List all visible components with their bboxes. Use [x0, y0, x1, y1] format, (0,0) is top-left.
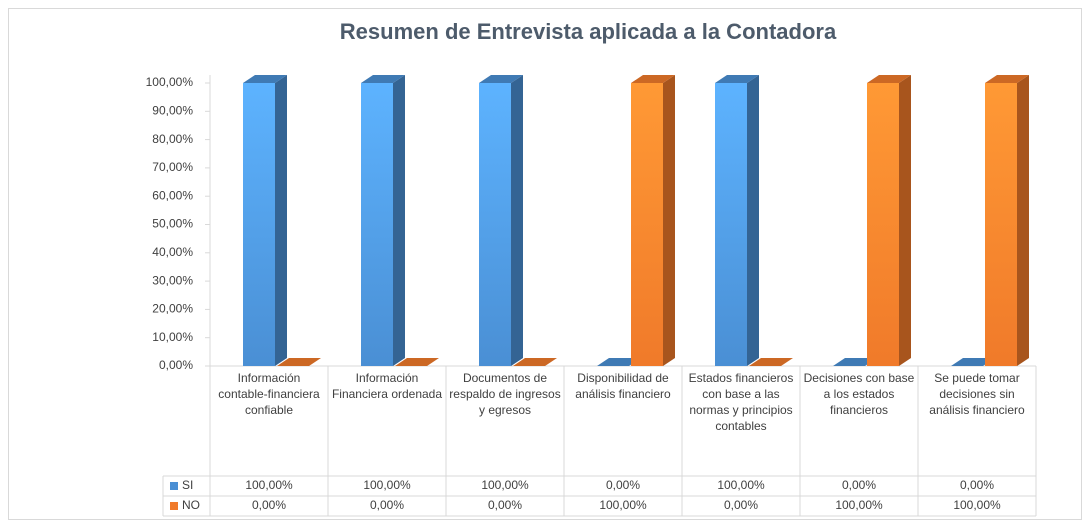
y-tick-label: 50,00%: [152, 217, 193, 231]
x-tick-label: Disponibilidad de análisis financiero: [575, 371, 671, 401]
bar-top: [833, 358, 877, 366]
x-tick-label: Documentos de respaldo de ingresos y egr…: [449, 371, 561, 417]
bar-top: [715, 75, 759, 83]
y-tick-label: 0,00%: [159, 358, 193, 372]
table-value: 100,00%: [363, 478, 411, 492]
bar-side: [275, 75, 287, 366]
table-value: 0,00%: [960, 478, 994, 492]
table-value: 100,00%: [599, 498, 647, 512]
legend-key: [170, 502, 178, 510]
bar: [243, 83, 275, 366]
x-tick-label: Se puede tomar decisiones sin análisis f…: [929, 371, 1025, 417]
y-tick-label: 10,00%: [152, 330, 193, 344]
bar-top: [985, 75, 1029, 83]
table-value: 100,00%: [481, 478, 529, 492]
y-tick-label: 20,00%: [152, 302, 193, 316]
table-value: 0,00%: [488, 498, 522, 512]
table-value: 0,00%: [606, 478, 640, 492]
bar-top: [277, 358, 321, 366]
bar-top: [361, 75, 405, 83]
table-value: 100,00%: [717, 478, 765, 492]
y-tick-label: 90,00%: [152, 103, 193, 117]
legend-label: NO: [182, 498, 200, 512]
chart-title: Resumen de Entrevista aplicada a la Cont…: [340, 19, 837, 44]
table-value: 100,00%: [953, 498, 1001, 512]
bar-top: [513, 358, 557, 366]
table-value: 0,00%: [724, 498, 758, 512]
bar-side: [747, 75, 759, 366]
legend-label: SI: [182, 478, 193, 492]
bar-top: [479, 75, 523, 83]
y-tick-label: 100,00%: [146, 75, 194, 89]
y-tick-label: 80,00%: [152, 132, 193, 146]
bar-side: [511, 75, 523, 366]
y-tick-label: 70,00%: [152, 160, 193, 174]
bar-top: [631, 75, 675, 83]
bar-side: [899, 75, 911, 366]
bar: [715, 83, 747, 366]
bar-top: [243, 75, 287, 83]
table-value: 100,00%: [245, 478, 293, 492]
legend-key: [170, 482, 178, 490]
bar-top: [597, 358, 641, 366]
table-value: 0,00%: [252, 498, 286, 512]
bar: [985, 83, 1017, 366]
bar: [361, 83, 393, 366]
bar: [867, 83, 899, 366]
y-tick-label: 60,00%: [152, 188, 193, 202]
bar-top: [867, 75, 911, 83]
bar: [479, 83, 511, 366]
table-value: 0,00%: [370, 498, 404, 512]
bar-top: [395, 358, 439, 366]
bar-top: [749, 358, 793, 366]
x-tick-label: Estados financieros con base a las norma…: [688, 371, 794, 433]
table-value: 0,00%: [842, 478, 876, 492]
y-tick-label: 30,00%: [152, 273, 193, 287]
bar-side: [393, 75, 405, 366]
bar-side: [1017, 75, 1029, 366]
x-tick-label: Decisiones con base a los estados financ…: [803, 371, 915, 417]
x-tick-label: Información Financiera ordenada: [331, 371, 443, 401]
x-tick-label: Información contable-financiera confiabl…: [218, 371, 320, 417]
y-tick-label: 40,00%: [152, 245, 193, 259]
bar-side: [663, 75, 675, 366]
bar-top: [951, 358, 995, 366]
bar: [631, 83, 663, 366]
table-value: 100,00%: [835, 498, 883, 512]
